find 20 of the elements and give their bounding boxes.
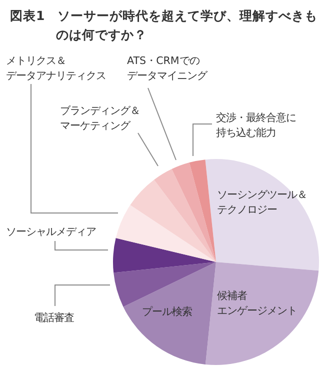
pie-slice: [172, 162, 216, 262]
pie-slice: [123, 262, 216, 364]
pie-slice: [116, 205, 216, 262]
slice-label: ブランディング＆マーケティング: [60, 105, 140, 132]
pie-slice: [189, 160, 216, 262]
chart-title: 図表1 ソーサーが時代を超えて学び、理解すべきものは何ですか？: [10, 7, 319, 44]
pie-slice: [154, 168, 216, 262]
pie-slice: [114, 262, 216, 307]
slice-label: メトリクス＆データアナリティクス: [6, 55, 106, 82]
slice-label: プール検索: [142, 306, 192, 318]
slice-label: 電話審査: [34, 312, 74, 324]
pie-slice: [205, 262, 319, 365]
pie-slice: [130, 180, 216, 262]
slice-label: ソーシングツール＆テクノロジー: [217, 189, 307, 216]
slice-label: 交渉・最終合意に持ち込む能力: [216, 112, 296, 139]
pie-slice: [205, 159, 319, 271]
pie-slice: [113, 238, 216, 273]
slice-label: ATS・CRMでのデータマイニング: [127, 55, 208, 82]
slice-label: ソーシャルメディア: [6, 226, 96, 238]
slice-label: 候補者エンゲージメント: [217, 290, 297, 317]
